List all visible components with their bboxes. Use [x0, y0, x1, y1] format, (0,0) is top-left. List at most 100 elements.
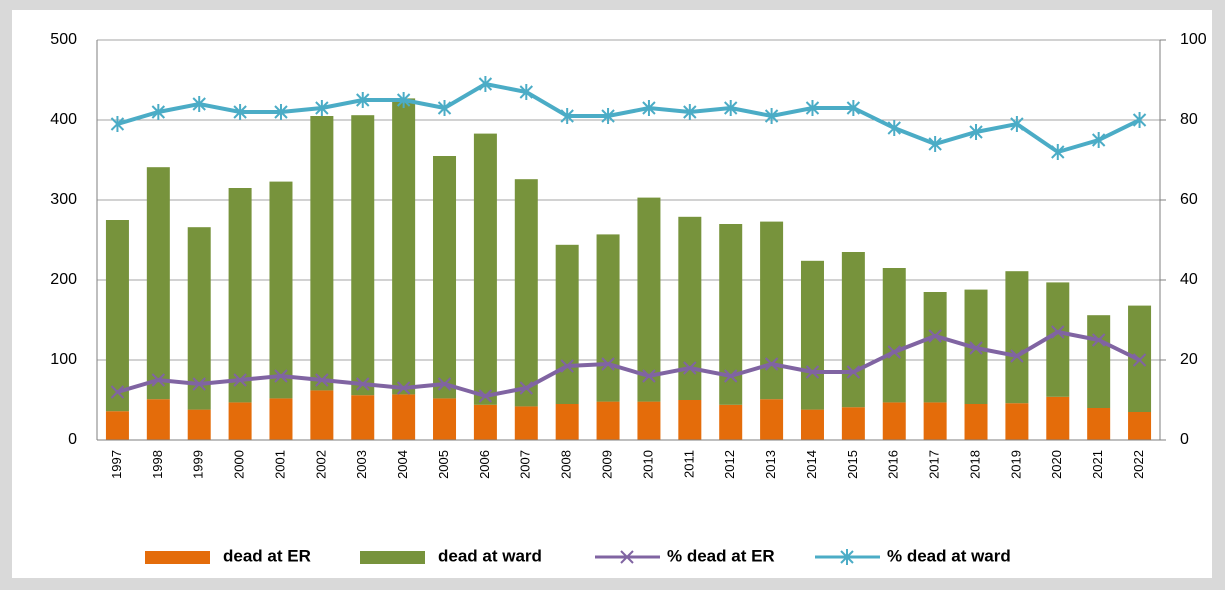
x-tick-label: 2009 [599, 450, 614, 479]
marker [192, 377, 206, 391]
bar [637, 401, 661, 440]
bar [269, 398, 293, 440]
marker [928, 329, 942, 343]
x-tick-label: 2013 [763, 450, 778, 479]
bar [351, 115, 375, 396]
marker [519, 84, 533, 100]
line [116, 329, 1141, 399]
bar [269, 181, 293, 399]
marker [846, 365, 861, 379]
bar [882, 268, 906, 403]
marker [620, 550, 634, 564]
y-tick-label: 300 [50, 191, 77, 208]
bar [1087, 315, 1111, 408]
marker [601, 108, 615, 124]
x-tick-label: 2020 [1049, 450, 1064, 479]
x-tick-label: 1998 [150, 450, 165, 479]
marker [560, 108, 574, 124]
bar [637, 197, 661, 402]
marker [683, 104, 697, 120]
bar [1046, 396, 1070, 440]
legend-label: % dead at ward [887, 546, 1011, 565]
bar [1087, 408, 1111, 440]
bar [105, 411, 129, 440]
bar [678, 216, 702, 400]
x-tick-label: 2004 [395, 450, 410, 479]
legend-label: dead at ward [438, 546, 542, 565]
bar [1005, 403, 1029, 440]
marker [887, 345, 901, 359]
marker [110, 385, 125, 399]
y2-tick-label: 80 [1180, 111, 1198, 128]
y2-tick-label: 60 [1180, 191, 1198, 208]
marker [840, 549, 854, 565]
x-tick-label: 2016 [886, 450, 901, 479]
bar [146, 399, 170, 440]
marker [478, 389, 493, 403]
x-tick-label: 2022 [1131, 450, 1146, 479]
marker [642, 100, 656, 116]
legend-label: dead at ER [223, 546, 311, 565]
marker [642, 369, 656, 383]
y-tick-label: 400 [50, 111, 77, 128]
marker [1132, 112, 1147, 128]
marker [928, 136, 942, 152]
bar [1046, 282, 1070, 397]
x-tick-label: 1999 [191, 450, 206, 479]
y2-tick-label: 0 [1180, 431, 1189, 448]
x-tick-label: 2008 [559, 450, 574, 479]
marker [151, 373, 166, 387]
bar [719, 224, 743, 405]
x-tick-label: 2017 [927, 450, 942, 479]
bar [351, 395, 375, 440]
marker [437, 377, 452, 391]
marker [396, 92, 411, 108]
marker [969, 124, 983, 140]
y2-tick-label: 20 [1180, 351, 1198, 368]
bar [882, 402, 906, 440]
marker [724, 100, 738, 116]
x-tick-label: 2021 [1090, 450, 1105, 479]
marker [233, 104, 247, 120]
x-tick-label: 2001 [272, 450, 287, 479]
x-tick-label: 2000 [232, 450, 247, 479]
bar [392, 98, 416, 395]
x-tick-label: 2014 [804, 450, 819, 479]
x-tick-label: 2010 [640, 450, 655, 479]
marker [1010, 349, 1024, 363]
y-tick-label: 500 [50, 31, 77, 48]
marker [764, 108, 779, 124]
x-tick-label: 2006 [477, 450, 492, 479]
marker [110, 116, 125, 132]
marker [805, 100, 820, 116]
marker [233, 373, 247, 387]
bar [841, 407, 865, 440]
marker [805, 365, 820, 379]
marker [601, 357, 615, 371]
bar [596, 401, 620, 440]
bar [433, 156, 457, 399]
bar [514, 406, 538, 440]
bar [964, 404, 988, 440]
bar [719, 404, 743, 440]
marker [846, 100, 861, 116]
marker [1010, 116, 1024, 132]
marker [519, 381, 533, 395]
marker [274, 104, 288, 120]
marker [683, 361, 697, 375]
bar [596, 234, 620, 402]
marker [887, 120, 901, 136]
y-tick-label: 100 [50, 351, 77, 368]
bar [555, 244, 579, 404]
bar [555, 404, 579, 440]
bar [800, 260, 824, 410]
marker [437, 100, 452, 116]
bar [473, 404, 497, 440]
x-tick-label: 2007 [518, 450, 533, 479]
marker [315, 100, 329, 116]
marker [315, 373, 329, 387]
marker [274, 369, 288, 383]
marker [764, 357, 779, 371]
marker [192, 96, 206, 112]
